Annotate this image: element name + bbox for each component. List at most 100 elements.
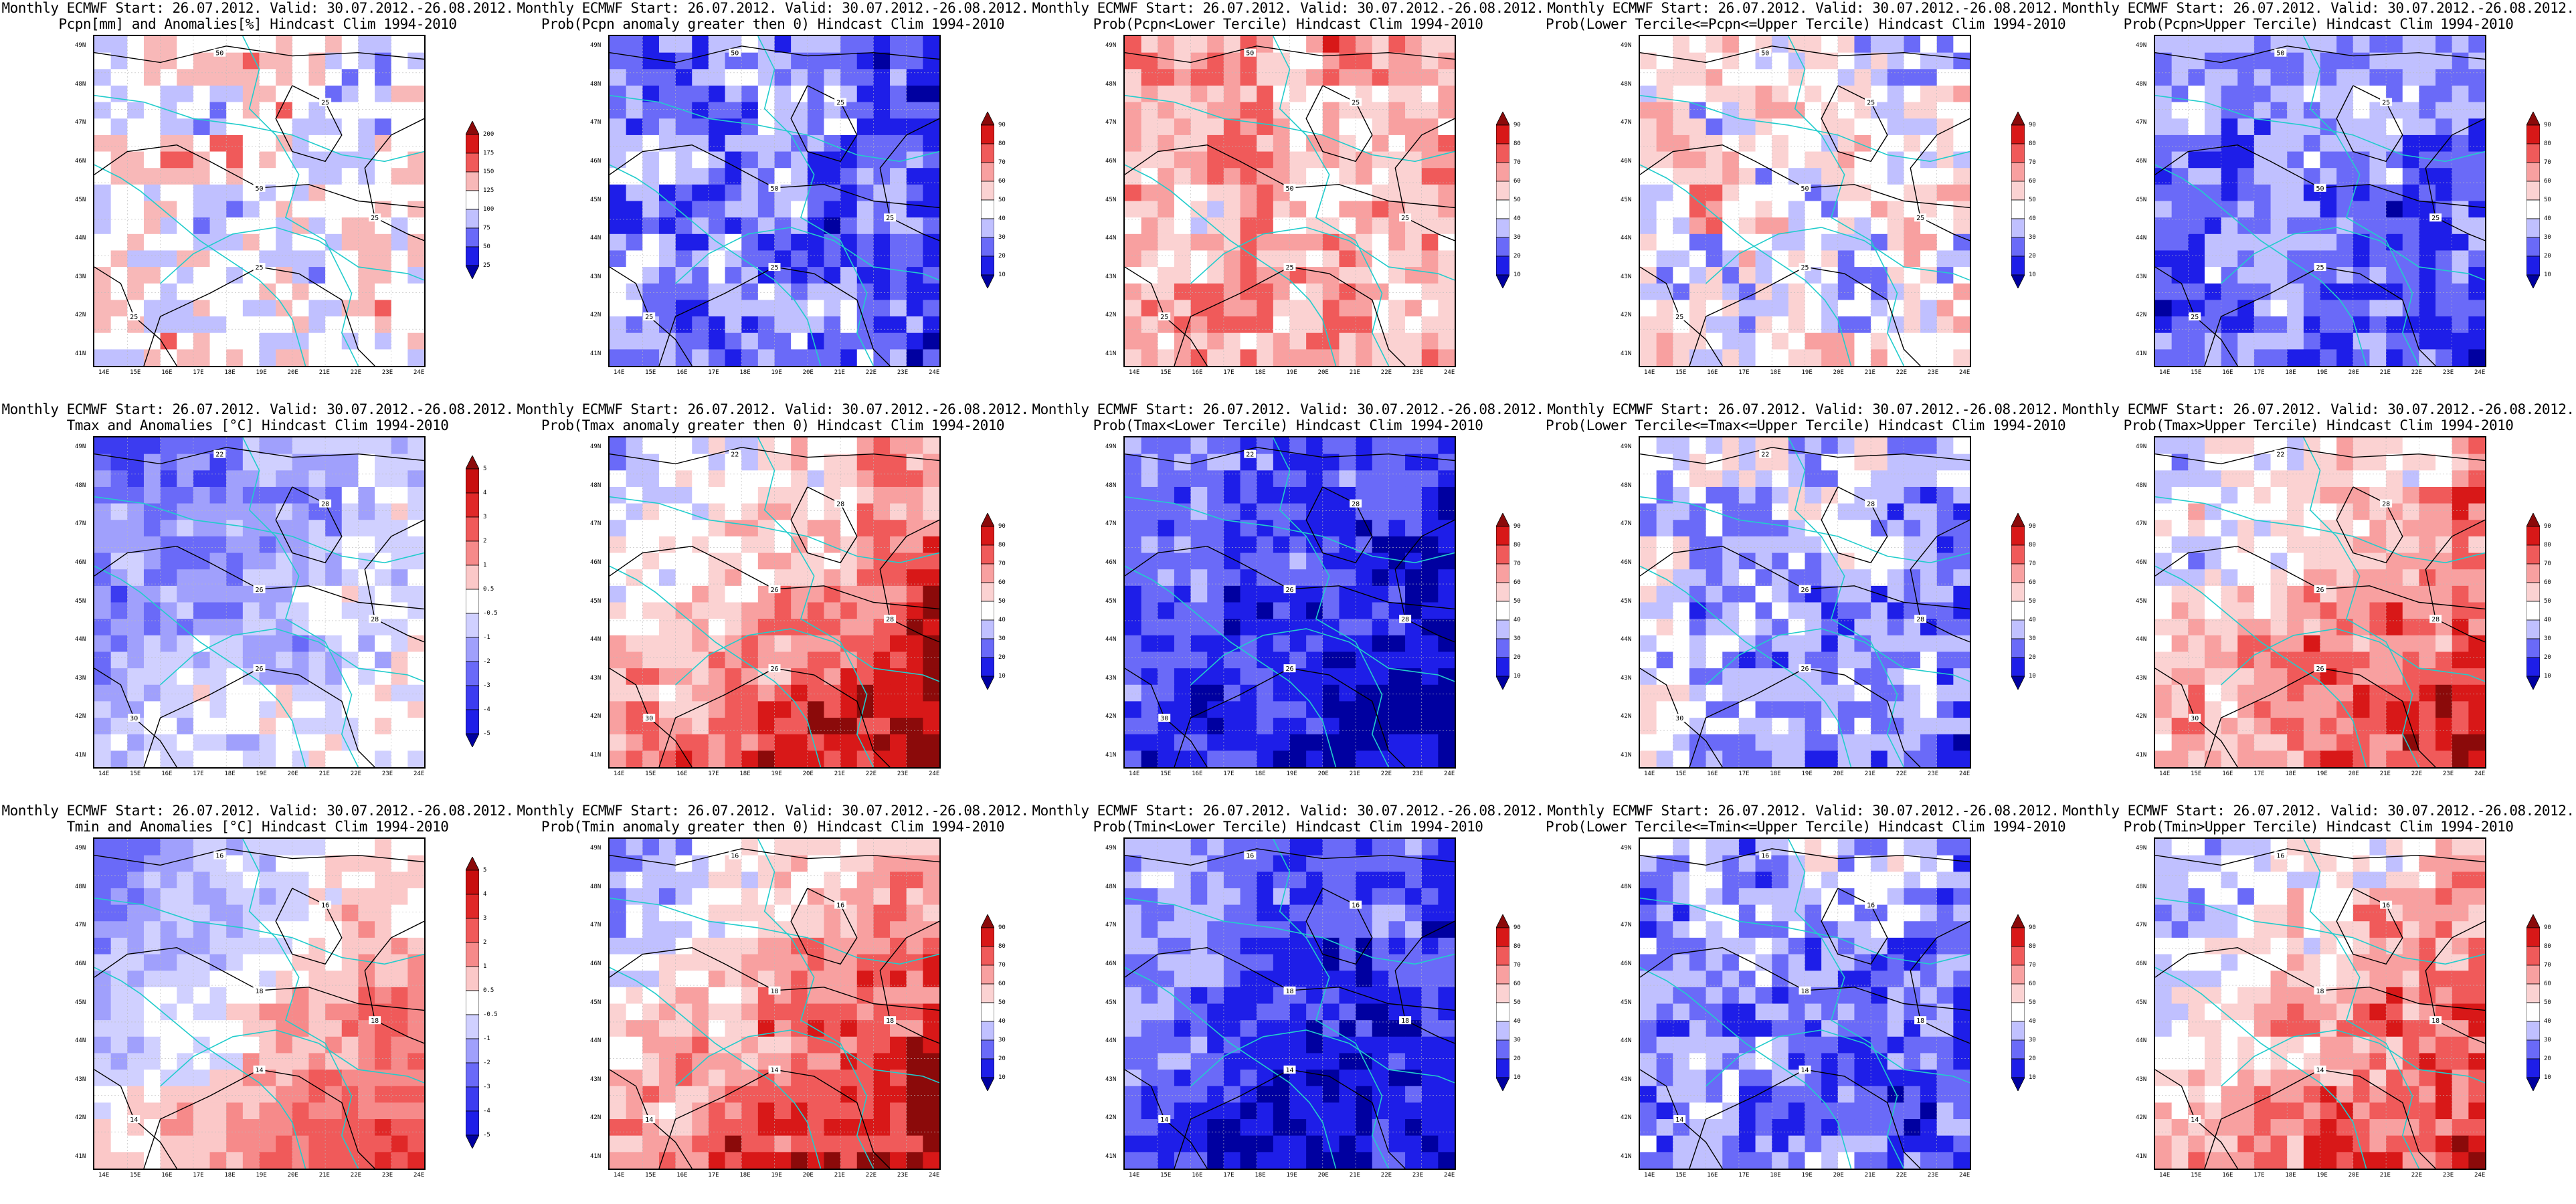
- map-area: 50 50 25 25 25 25: [2154, 35, 2486, 367]
- colorbar-label: 90: [998, 121, 1006, 128]
- lon-tick-label: 14E: [2159, 369, 2171, 376]
- lon-tick-label: 20E: [1317, 1172, 1329, 1179]
- lat-tick-label: 44N: [75, 636, 86, 643]
- colorbar-label: 80: [2029, 140, 2036, 147]
- colorbar-label: 90: [2544, 924, 2551, 931]
- map-area: 22 26 26 28 30 28: [2154, 436, 2486, 769]
- map-svg: 16 18 14 18 14 16: [1640, 839, 1970, 1169]
- lon-tick-label: 19E: [771, 771, 782, 777]
- contour-label: 16: [321, 902, 329, 910]
- map-svg: 22 26 26 28 30 28: [1640, 437, 1970, 767]
- lon-tick-label: 17E: [708, 1172, 719, 1179]
- lon-tick-label: 17E: [1738, 369, 1750, 376]
- colorbar-label: 20: [2544, 252, 2551, 260]
- colorbar-label: 30: [2544, 233, 2551, 241]
- lon-tick-label: 24E: [929, 1172, 940, 1179]
- lat-tick-label: 49N: [1105, 443, 1117, 450]
- panel-title-line2: Prob(Pcpn>Upper Tercile) Hindcast Clim 1…: [2123, 16, 2514, 32]
- lon-tick-label: 17E: [1223, 369, 1234, 376]
- map-area: 50 50 25 25 25 25: [1123, 35, 1456, 367]
- lat-tick-label: 43N: [1105, 273, 1117, 280]
- lon-tick-label: 15E: [1160, 369, 1172, 376]
- colorbar-label: 20: [1513, 1055, 1521, 1062]
- lat-tick-label: 49N: [590, 443, 602, 450]
- colorbar-label: 50: [998, 597, 1006, 605]
- contour-label: 50: [1285, 185, 1293, 193]
- panel-title-line2: Prob(Tmax anomaly greater then 0) Hindca…: [541, 417, 1005, 433]
- lon-tick-label: 18E: [739, 771, 751, 777]
- colorbar-label: 1: [483, 963, 487, 970]
- lon-tick-label: 21E: [2379, 369, 2391, 376]
- contour-label: 18: [770, 988, 778, 995]
- colorbar-label: 80: [2029, 541, 2036, 548]
- map-area: 50 50 25 25 25 25: [608, 35, 941, 367]
- lon-tick-label: 16E: [1707, 771, 1718, 777]
- lat-tick-label: 43N: [1621, 1076, 1632, 1083]
- lon-tick-label: 21E: [1864, 771, 1875, 777]
- lat-tick-label: 41N: [1621, 752, 1632, 759]
- colorbar-label: 20: [2544, 1055, 2551, 1062]
- lat-tick-label: 43N: [2136, 674, 2147, 682]
- lat-tick-label: 48N: [590, 80, 602, 88]
- panel-title-line2: Prob(Pcpn anomaly greater then 0) Hindca…: [541, 16, 1005, 32]
- lat-tick-label: 43N: [75, 273, 86, 280]
- map-svg: 16 18 14 18 14 16: [610, 839, 939, 1169]
- contour-label: 22: [1246, 452, 1254, 459]
- lon-tick-label: 23E: [2442, 369, 2454, 376]
- lat-tick-label: 48N: [1621, 482, 1632, 489]
- lat-tick-label: 44N: [590, 1037, 602, 1045]
- lat-tick-label: 43N: [590, 1076, 602, 1083]
- lon-tick-label: 16E: [1707, 1172, 1718, 1179]
- lon-tick-label: 19E: [1286, 1172, 1297, 1179]
- lon-tick-label: 20E: [287, 369, 298, 376]
- colorbar-label: 10: [2029, 1074, 2036, 1081]
- lat-tick-label: 42N: [590, 312, 602, 319]
- colorbar-label: -1: [483, 1035, 490, 1042]
- colorbar-label: 60: [1513, 579, 1521, 586]
- colorbar: [466, 120, 479, 279]
- colorbar-label: 40: [2544, 215, 2551, 222]
- lat-tick-label: 47N: [1105, 119, 1117, 126]
- panel-title-line2: Prob(Lower Tercile<=Tmax<=Upper Tercile)…: [1546, 417, 2066, 433]
- lon-tick-label: 14E: [614, 771, 625, 777]
- contour-label: 14: [770, 1067, 778, 1074]
- colorbar-label: 70: [2544, 560, 2551, 567]
- colorbar-label: 30: [2029, 1036, 2036, 1043]
- map-svg: 50 50 25 25 25 25: [94, 36, 424, 366]
- contour-label: 14: [1675, 1116, 1683, 1124]
- lon-tick-label: 15E: [2191, 369, 2202, 376]
- colorbar-label: 60: [998, 579, 1006, 586]
- lon-tick-label: 18E: [2285, 369, 2296, 376]
- colorbar-label: 2: [483, 537, 487, 544]
- lon-tick-label: 16E: [2222, 1172, 2233, 1179]
- lat-tick-label: 44N: [2136, 1037, 2147, 1045]
- contour-label: 14: [1285, 1067, 1293, 1074]
- panel-title-line2: Prob(Tmax>Upper Tercile) Hindcast Clim 1…: [2123, 417, 2514, 433]
- contour-label: 28: [1867, 501, 1875, 508]
- lon-tick-label: 15E: [2191, 1172, 2202, 1179]
- contour-label: 16: [1761, 853, 1769, 860]
- lat-tick-label: 44N: [2136, 235, 2147, 242]
- colorbar-label: 75: [483, 224, 490, 231]
- lon-tick-label: 19E: [1801, 771, 1813, 777]
- colorbar-label: 90: [1513, 121, 1521, 128]
- colorbar-label: -4: [483, 1107, 490, 1114]
- contour-label: 26: [2316, 666, 2324, 673]
- contour-label: 25: [1675, 314, 1683, 321]
- contour-label: 16: [1867, 902, 1875, 910]
- colorbar-label: 40: [2029, 616, 2036, 623]
- lat-tick-label: 48N: [75, 80, 86, 88]
- lat-tick-label: 47N: [1621, 520, 1632, 528]
- map-svg: 16 18 14 18 14 16: [2155, 839, 2485, 1169]
- contour-label: 50: [770, 185, 778, 193]
- colorbar-label: 10: [2544, 672, 2551, 680]
- lat-tick-label: 44N: [1105, 636, 1117, 643]
- colorbar-label: 60: [2029, 177, 2036, 185]
- colorbar-label: 10: [998, 1074, 1006, 1081]
- colorbar-label: 40: [2029, 215, 2036, 222]
- lat-tick-label: 42N: [2136, 312, 2147, 319]
- colorbar-label: 50: [1513, 196, 1521, 203]
- contour-label: 25: [886, 215, 894, 222]
- colorbar-label: 90: [1513, 522, 1521, 530]
